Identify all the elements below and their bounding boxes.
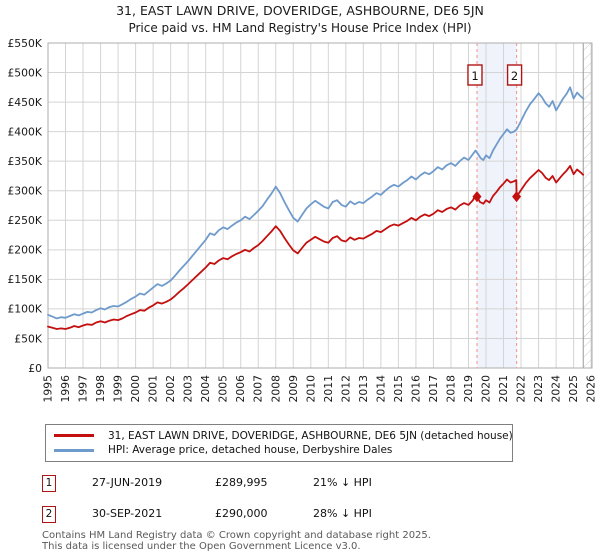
x-tick-1997: 1997: [77, 375, 90, 402]
between-sales-band: [476, 43, 517, 368]
no-data-region: [583, 43, 592, 368]
x-tick-1999: 1999: [112, 375, 125, 403]
x-tick-1996: 1996: [59, 375, 72, 403]
x-tick-2014: 2014: [374, 375, 387, 403]
x-tick-2009: 2009: [287, 375, 300, 403]
x-tick-2001: 2001: [147, 375, 160, 402]
y-tick-£350K: £350K: [7, 155, 42, 168]
x-tick-2008: 2008: [269, 375, 282, 403]
property-line-sample: [54, 434, 94, 438]
y-tick-£150K: £150K: [7, 273, 42, 286]
sale-1-number-badge: 1: [42, 475, 56, 492]
x-tick-2016: 2016: [409, 375, 422, 403]
x-tick-2013: 2013: [357, 375, 370, 402]
sale-1-price: £289,995: [215, 476, 268, 489]
chart-svg: 1 2 £0 £50K £100K £150K £200K £250K £300K £350K £4…: [7, 37, 598, 403]
sale-row-2: 2 30-SEP-2021 £290,000 28% ↓ HPI: [42, 506, 582, 526]
x-tick-2000: 2000: [129, 375, 142, 403]
x-tick-2005: 2005: [217, 375, 230, 402]
x-tick-2022: 2022: [515, 375, 528, 402]
sale-2-number-badge: 2: [42, 506, 56, 523]
x-tick-2015: 2015: [392, 375, 405, 402]
sale-2-price: £290,000: [215, 507, 268, 520]
legend-label-hpi: HPI: Average price, detached house, Derb…: [108, 444, 393, 457]
sale-1-vs-hpi: 21% ↓ HPI: [313, 476, 372, 489]
y-tick-£100K: £100K: [7, 303, 42, 316]
sale-1-flag: [467, 64, 483, 86]
sale-1-diamond: [472, 191, 482, 203]
legend-item-hpi: HPI: Average price, detached house, Derb…: [54, 444, 504, 456]
sale-2-diamond: [512, 191, 522, 203]
footer-line-1: Contains HM Land Registry data © Crown c…: [42, 530, 431, 541]
sale-2-flag: [506, 64, 523, 86]
x-tick-2004: 2004: [199, 375, 212, 403]
license-footer: Contains HM Land Registry data © Crown c…: [42, 530, 582, 552]
x-tick-2019: 2019: [462, 375, 475, 403]
x-tick-1995: 1995: [42, 375, 55, 402]
price-history-chart: 1 2 £0 £50K £100K £150K £200K £250K £300K £350K £4…: [7, 37, 598, 403]
hpi-line: [47, 86, 585, 320]
x-tick-2010: 2010: [304, 375, 317, 403]
plot-border: [47, 42, 593, 369]
x-tick-1998: 1998: [94, 375, 107, 403]
page-title: 31, EAST LAWN DRIVE, DOVERIDGE, ASHBOURN…: [116, 3, 484, 18]
price-paid-indexed-line: [47, 164, 585, 330]
chart-legend: 31, EAST LAWN DRIVE, DOVERIDGE, ASHBOURN…: [45, 424, 513, 462]
sale-1-date: 27-JUN-2019: [92, 476, 163, 489]
sale-1-flag-label: 1: [471, 69, 478, 83]
legend-item-property: 31, EAST LAWN DRIVE, DOVERIDGE, ASHBOURN…: [54, 430, 513, 442]
y-tick-£50K: £50K: [14, 332, 43, 345]
legend-label-property: 31, EAST LAWN DRIVE, DOVERIDGE, ASHBOURN…: [108, 429, 513, 442]
y-tick-£250K: £250K: [7, 214, 42, 227]
x-tick-2002: 2002: [164, 375, 177, 402]
sale-2-flag-label: 2: [511, 69, 518, 83]
y-tick-£300K: £300K: [7, 185, 42, 198]
y-tick-£400K: £400K: [7, 125, 42, 138]
y-tick-£200K: £200K: [7, 244, 42, 257]
x-tick-2018: 2018: [444, 375, 457, 403]
x-tick-2011: 2011: [322, 375, 335, 402]
sale-row-1: 1 27-JUN-2019 £289,995 21% ↓ HPI: [42, 475, 582, 495]
page-subtitle: Price paid vs. HM Land Registry's House …: [128, 21, 472, 35]
footer-line-2: This data is licensed under the Open Gov…: [42, 541, 361, 552]
x-tick-2021: 2021: [497, 375, 510, 402]
y-tick-£550K: £550K: [7, 37, 42, 50]
x-tick-2007: 2007: [252, 375, 265, 402]
x-tick-2023: 2023: [532, 375, 545, 402]
sale-2-date: 30-SEP-2021: [92, 507, 163, 520]
x-tick-2017: 2017: [427, 375, 440, 402]
x-tick-2020: 2020: [480, 375, 493, 403]
x-tick-2026: 2026: [585, 375, 598, 403]
x-tick-2006: 2006: [234, 375, 247, 403]
x-tick-2025: 2025: [567, 375, 580, 402]
x-tick-2003: 2003: [182, 375, 195, 402]
x-tick-2024: 2024: [550, 375, 563, 403]
y-tick-£450K: £450K: [7, 96, 42, 109]
x-tick-2012: 2012: [339, 375, 352, 402]
y-tick-£0: £0: [28, 362, 42, 375]
sale-2-vs-hpi: 28% ↓ HPI: [313, 507, 372, 520]
hpi-line-sample: [54, 448, 94, 452]
y-tick-£500K: £500K: [7, 66, 42, 79]
